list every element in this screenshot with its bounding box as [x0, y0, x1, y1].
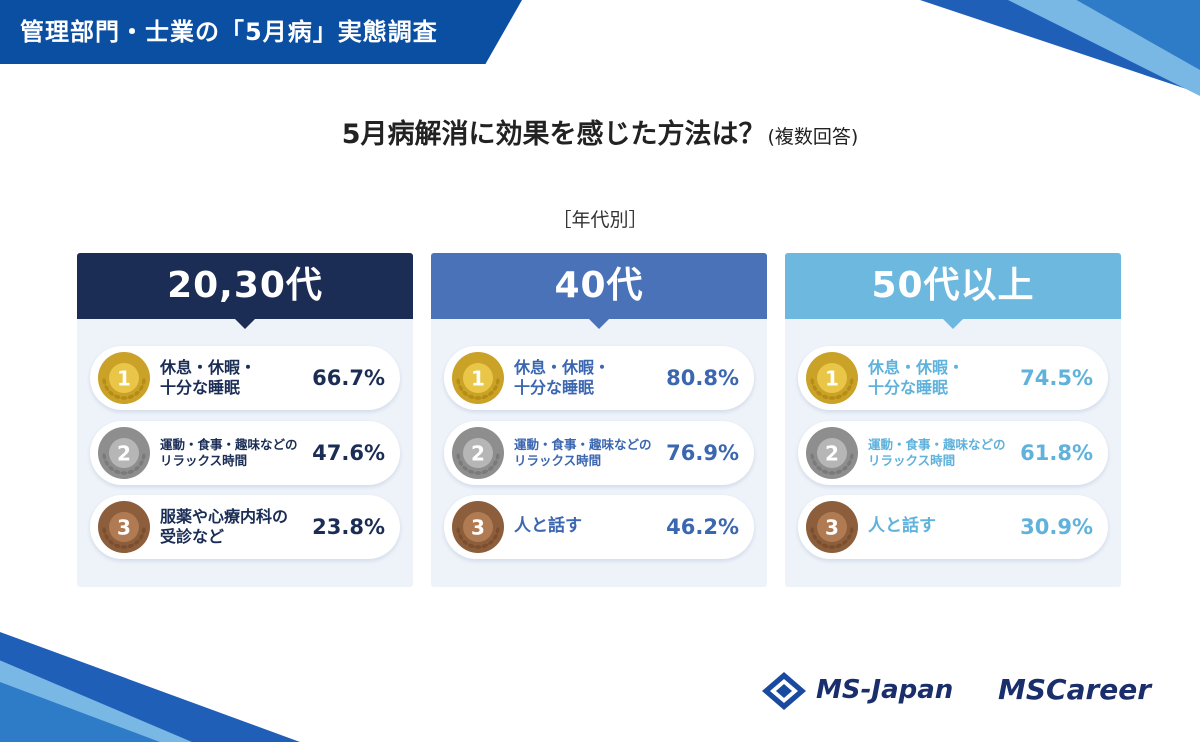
banner-title: 管理部門・士業の「5月病」実態調査 [20, 18, 438, 46]
group-card-40: 40代 1 休息・休暇・ 十分な睡眠 80.8% 2 運動・食事・趣味などの リラッ… [431, 253, 767, 587]
svg-text:2: 2 [825, 442, 839, 466]
title-banner [0, 0, 522, 64]
gold-medal-icon: 1 [452, 352, 504, 404]
svg-text:3: 3 [471, 516, 485, 540]
item-value: 46.2% [666, 515, 739, 539]
bronze-medal-icon: 3 [806, 501, 858, 553]
item-value: 66.7% [312, 366, 385, 390]
ranking-item: 3 人と話す 46.2% [444, 495, 754, 559]
silver-medal-icon: 2 [452, 427, 504, 479]
svg-text:3: 3 [117, 516, 131, 540]
ranking-item: 2 運動・食事・趣味などの リラックス時間 76.9% [444, 421, 754, 485]
item-label: 休息・休暇・ 十分な睡眠 [160, 358, 257, 397]
gold-medal-icon: 1 [806, 352, 858, 404]
ranking-item: 2 運動・食事・趣味などの リラックス時間 61.8% [798, 421, 1108, 485]
svg-text:1: 1 [825, 367, 839, 391]
title-sub: (複数回答) [767, 126, 859, 148]
svg-text:1: 1 [471, 367, 485, 391]
item-value: 61.8% [1020, 441, 1093, 465]
card-header: 20,30代 [77, 253, 413, 329]
ranking-item: 1 休息・休暇・ 十分な睡眠 66.7% [90, 346, 400, 410]
item-value: 23.8% [312, 515, 385, 539]
item-value: 76.9% [666, 441, 739, 465]
ranking-item: 3 服薬や心療内科の 受診など 23.8% [90, 495, 400, 559]
svg-text:2: 2 [471, 442, 485, 466]
item-value: 47.6% [312, 441, 385, 465]
ranking-item: 3 人と話す 30.9% [798, 495, 1108, 559]
ms-japan-mark-icon [762, 672, 806, 710]
page-title: 5月病解消に効果を感じた方法は？ (複数回答) [0, 112, 1200, 151]
svg-text:1: 1 [117, 367, 131, 391]
item-label: 人と話す [514, 516, 582, 537]
silver-medal-icon: 2 [806, 427, 858, 479]
card-header: 50代以上 [785, 253, 1121, 329]
item-value: 30.9% [1020, 515, 1093, 539]
ranking-item: 2 運動・食事・趣味などの リラックス時間 47.6% [90, 421, 400, 485]
section-label: ［年代別］ [552, 209, 648, 231]
card-header: 40代 [431, 253, 767, 329]
item-label: 人と話す [868, 516, 936, 537]
svg-text:3: 3 [825, 516, 839, 540]
gold-medal-icon: 1 [98, 352, 150, 404]
item-label: 運動・食事・趣味などの リラックス時間 [868, 437, 1006, 468]
svg-text:2: 2 [117, 442, 131, 466]
title-main: 5月病解消に効果を感じた方法は？ [341, 119, 766, 150]
ranking-item: 1 休息・休暇・ 十分な睡眠 74.5% [798, 346, 1108, 410]
item-value: 74.5% [1020, 366, 1093, 390]
item-label: 運動・食事・趣味などの リラックス時間 [514, 437, 652, 468]
silver-medal-icon: 2 [98, 427, 150, 479]
ms-career-text: MSCareer [998, 673, 1152, 706]
item-label: 休息・休暇・ 十分な睡眠 [868, 358, 965, 397]
bronze-medal-icon: 3 [98, 501, 150, 553]
group-card-20-30: 20,30代 1 休息・休暇・ 十分な睡眠 66.7% 2 運動・食事・趣味などの… [77, 253, 413, 587]
bronze-medal-icon: 3 [452, 501, 504, 553]
ms-japan-text: MS-Japan [816, 675, 954, 705]
ms-japan-logo: MS-Japan [760, 671, 953, 711]
item-label: 休息・休暇・ 十分な睡眠 [514, 358, 611, 397]
ranking-item: 1 休息・休暇・ 十分な睡眠 80.8% [444, 346, 754, 410]
item-label: 服薬や心療内科の 受診など [160, 507, 289, 546]
item-label: 運動・食事・趣味などの リラックス時間 [160, 437, 298, 468]
group-card-50-plus: 50代以上 1 休息・休暇・ 十分な睡眠 74.5% 2 運動・食事・趣味などのリ… [785, 253, 1121, 587]
item-value: 80.8% [666, 366, 739, 390]
